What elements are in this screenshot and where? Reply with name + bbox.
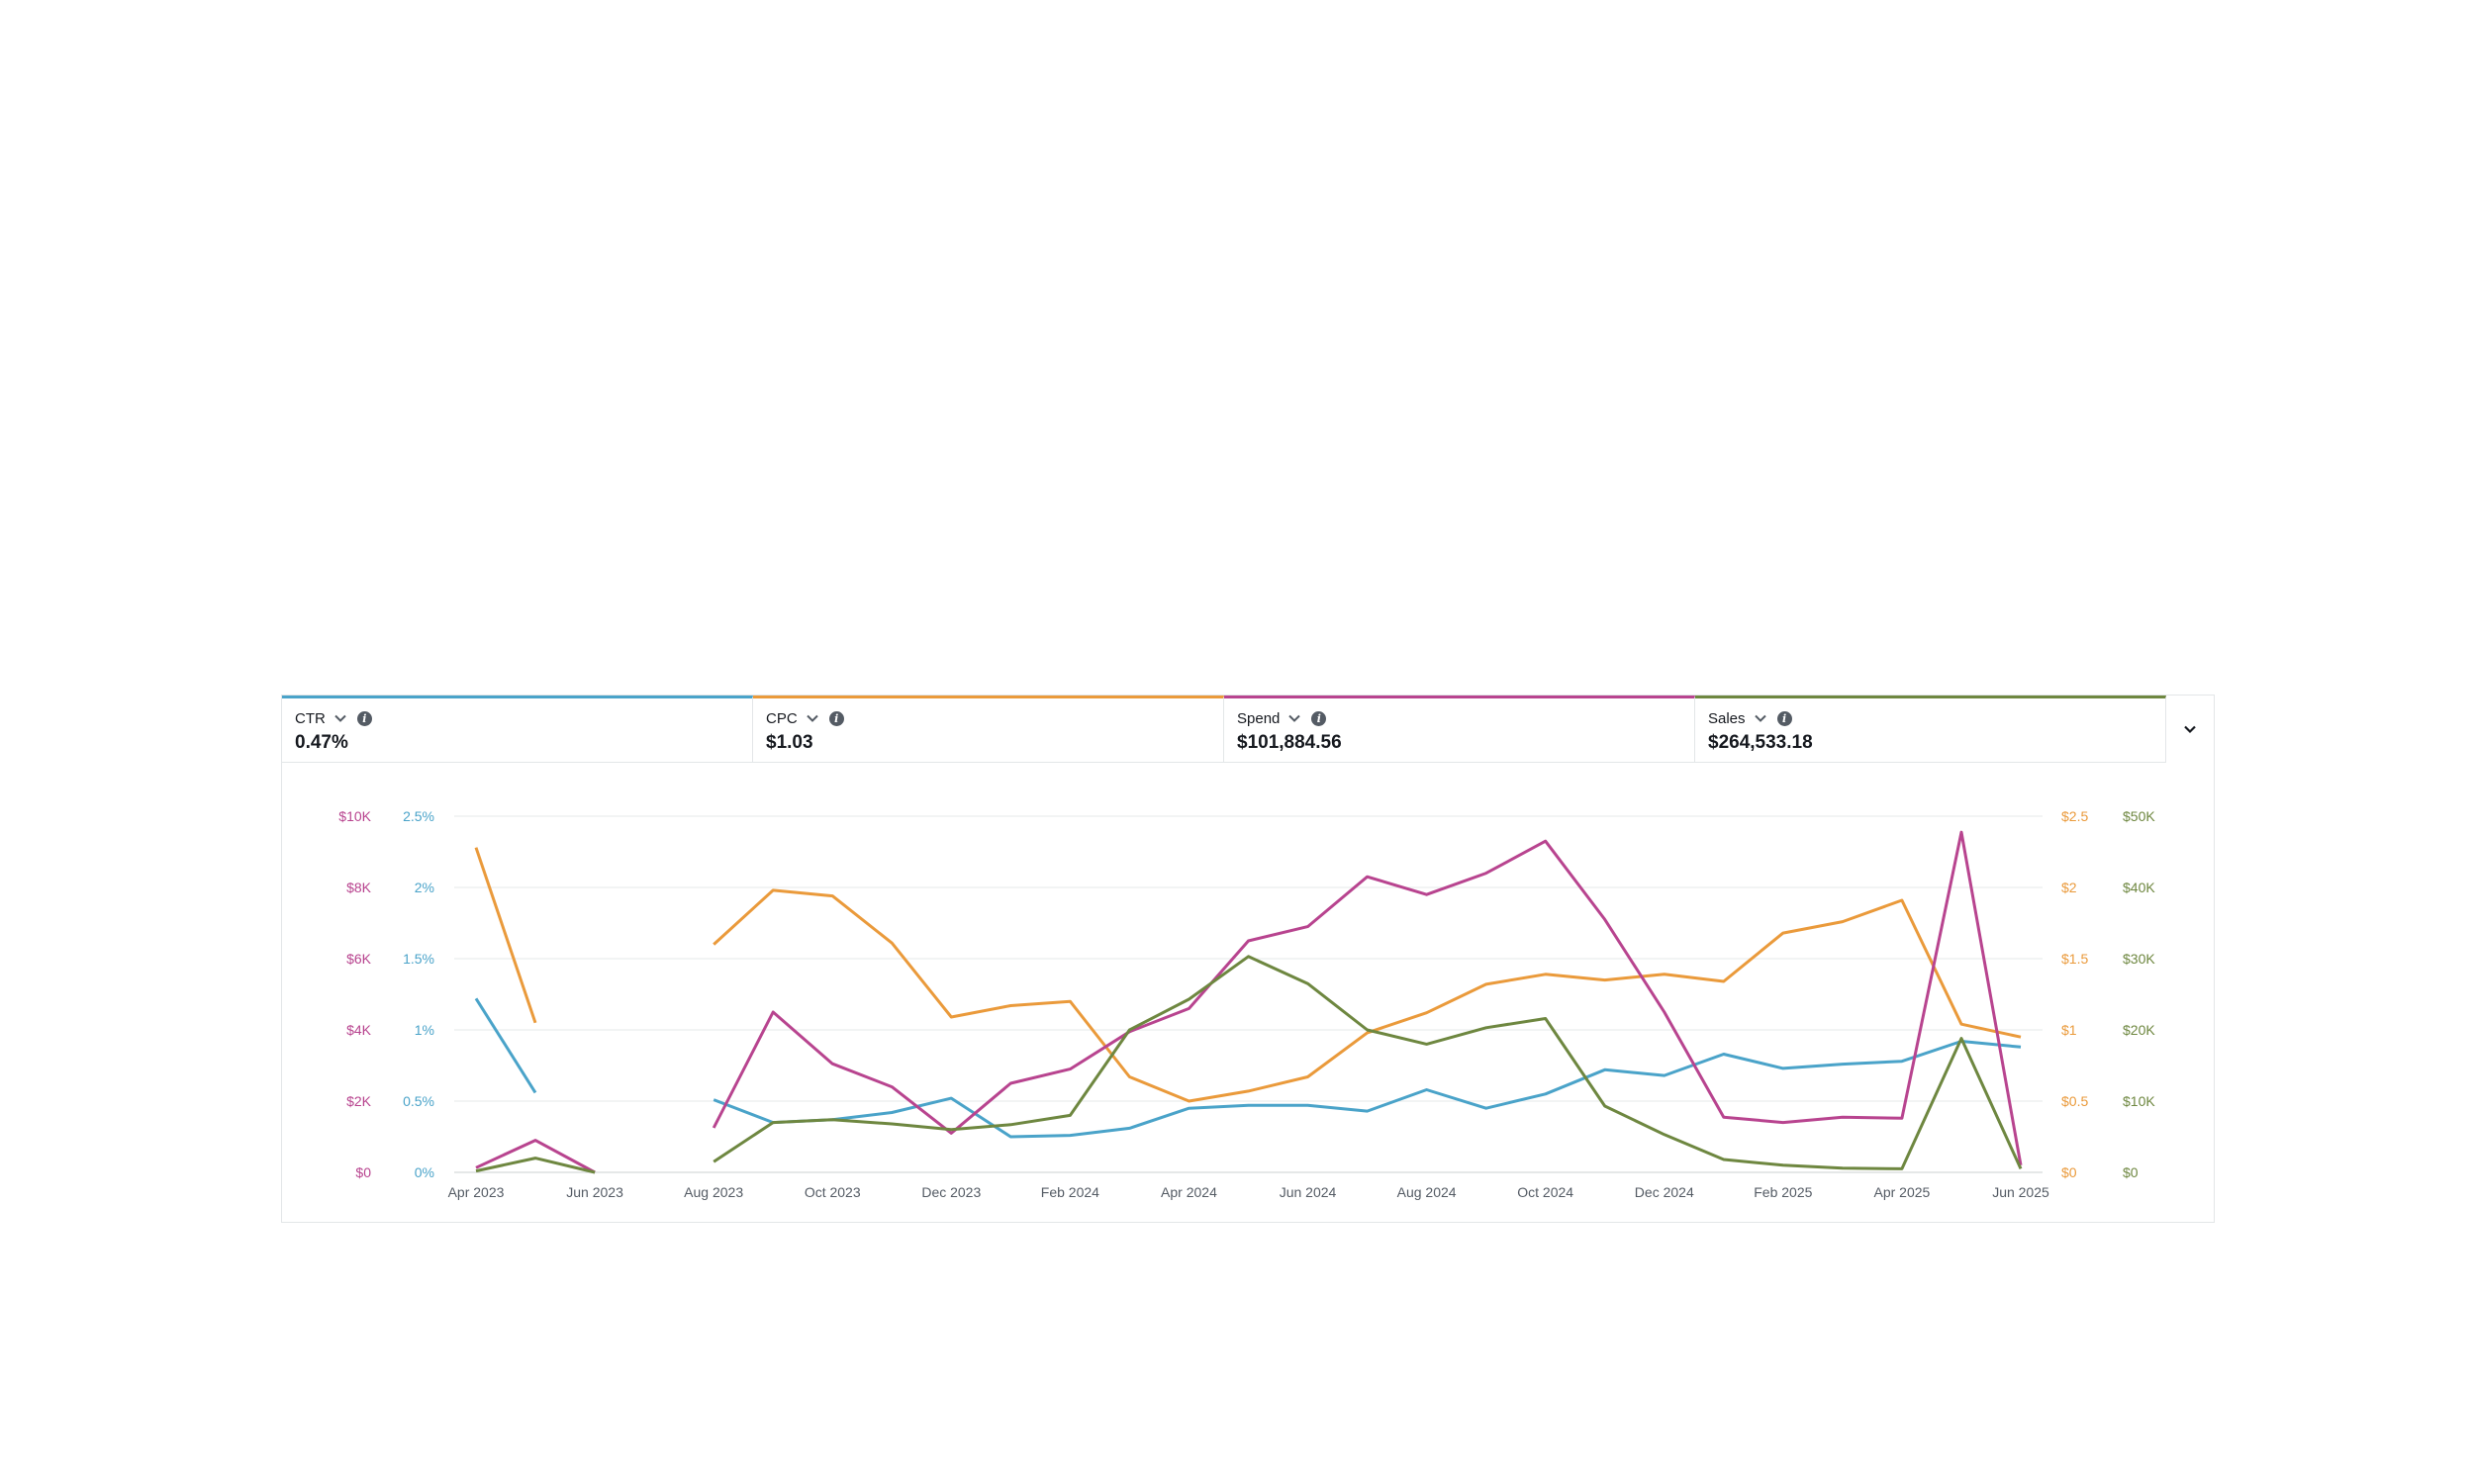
x-tick-label: Jun 2024 xyxy=(1280,1184,1337,1200)
x-tick-label: Apr 2025 xyxy=(1874,1184,1931,1200)
y-tick-label-ctr: 1.5% xyxy=(403,951,434,967)
metric-tab-cpc[interactable]: CPC i $1.03 xyxy=(753,696,1224,762)
y-tick-label-spend: $0 xyxy=(355,1164,371,1180)
series-line-spend xyxy=(712,830,2023,1166)
metric-value-ctr: 0.47% xyxy=(295,732,348,753)
series-line-spend xyxy=(475,1139,596,1174)
metric-name-sales: Sales xyxy=(1708,709,1746,727)
metric-value-sales: $264,533.18 xyxy=(1708,732,1813,753)
chevron-down-icon xyxy=(2184,725,2196,733)
x-tick-label: Dec 2024 xyxy=(1635,1184,1694,1200)
metric-value-cpc: $1.03 xyxy=(766,732,813,753)
x-tick-label: Aug 2023 xyxy=(684,1184,743,1200)
chevron-down-icon[interactable] xyxy=(333,711,347,725)
series-line-cpc xyxy=(713,888,2022,1103)
y-tick-label-cpc: $2.5 xyxy=(2061,808,2088,824)
y-tick-label-cpc: $2 xyxy=(2061,880,2077,895)
y-tick-label-ctr: 0% xyxy=(415,1164,434,1180)
x-tick-label: Jun 2023 xyxy=(566,1184,623,1200)
y-tick-label-ctr: 1% xyxy=(415,1022,434,1038)
y-tick-label-sales: $20K xyxy=(2123,1022,2155,1038)
chevron-down-icon[interactable] xyxy=(1287,711,1301,725)
metric-tab-sales[interactable]: Sales i $264,533.18 xyxy=(1695,696,2166,762)
y-tick-label-sales: $40K xyxy=(2123,880,2155,895)
metric-value-spend: $101,884.56 xyxy=(1237,732,1342,753)
metric-selector-bar: CTR i 0.47% CPC i $1.03 Spend i $101,884… xyxy=(282,696,2166,763)
y-tick-label-cpc: $0.5 xyxy=(2061,1093,2088,1109)
x-tick-label: Apr 2024 xyxy=(1161,1184,1217,1200)
chevron-down-icon[interactable] xyxy=(1754,711,1767,725)
x-tick-label: Feb 2025 xyxy=(1754,1184,1812,1200)
info-icon[interactable]: i xyxy=(356,710,372,726)
series-line-sales xyxy=(475,1157,596,1174)
series-line-sales xyxy=(713,955,2023,1170)
x-tick-label: Jun 2025 xyxy=(1992,1184,2049,1200)
x-tick-label: Apr 2023 xyxy=(448,1184,505,1200)
info-icon[interactable]: i xyxy=(828,710,844,726)
y-tick-label-spend: $10K xyxy=(338,808,371,824)
info-icon[interactable]: i xyxy=(1311,710,1327,726)
expand-chart-button[interactable] xyxy=(2166,696,2214,762)
y-tick-label-spend: $6K xyxy=(346,951,372,967)
x-tick-label: Aug 2024 xyxy=(1397,1184,1457,1200)
y-tick-label-spend: $8K xyxy=(346,880,372,895)
x-tick-label: Dec 2023 xyxy=(921,1184,981,1200)
y-tick-label-sales: $50K xyxy=(2123,808,2155,824)
metric-tab-spend[interactable]: Spend i $101,884.56 xyxy=(1224,696,1695,762)
series-line-ctr xyxy=(713,1040,2022,1139)
chevron-down-icon[interactable] xyxy=(806,711,819,725)
metric-name-cpc: CPC xyxy=(766,709,798,727)
y-tick-label-cpc: $1.5 xyxy=(2061,951,2088,967)
metric-tab-ctr[interactable]: CTR i 0.47% xyxy=(282,696,753,762)
y-tick-label-sales: $30K xyxy=(2123,951,2155,967)
y-tick-label-spend: $4K xyxy=(346,1022,372,1038)
y-tick-label-cpc: $0 xyxy=(2061,1164,2077,1180)
y-tick-label-sales: $10K xyxy=(2123,1093,2155,1109)
y-tick-label-ctr: 2% xyxy=(415,880,434,895)
y-tick-label-cpc: $1 xyxy=(2061,1022,2077,1038)
x-tick-label: Feb 2024 xyxy=(1041,1184,1099,1200)
x-tick-label: Oct 2024 xyxy=(1517,1184,1573,1200)
metric-name-spend: Spend xyxy=(1237,709,1281,727)
y-tick-label-ctr: 0.5% xyxy=(403,1093,434,1109)
metrics-chart-panel: CTR i 0.47% CPC i $1.03 Spend i $101,884… xyxy=(281,695,2215,1223)
metric-name-ctr: CTR xyxy=(295,709,326,727)
series-line-cpc xyxy=(474,847,537,1024)
x-tick-label: Oct 2023 xyxy=(805,1184,861,1200)
info-icon[interactable]: i xyxy=(1776,710,1792,726)
series-line-ctr xyxy=(474,997,537,1094)
y-tick-label-ctr: 2.5% xyxy=(403,808,434,824)
y-tick-label-sales: $0 xyxy=(2123,1164,2139,1180)
y-tick-label-spend: $2K xyxy=(346,1093,372,1109)
line-chart: $0 $2K $4K $6K $8K $10K 0% 0.5% 1% 1.5% 2% 2.5% $0 $0… xyxy=(338,808,2155,1200)
